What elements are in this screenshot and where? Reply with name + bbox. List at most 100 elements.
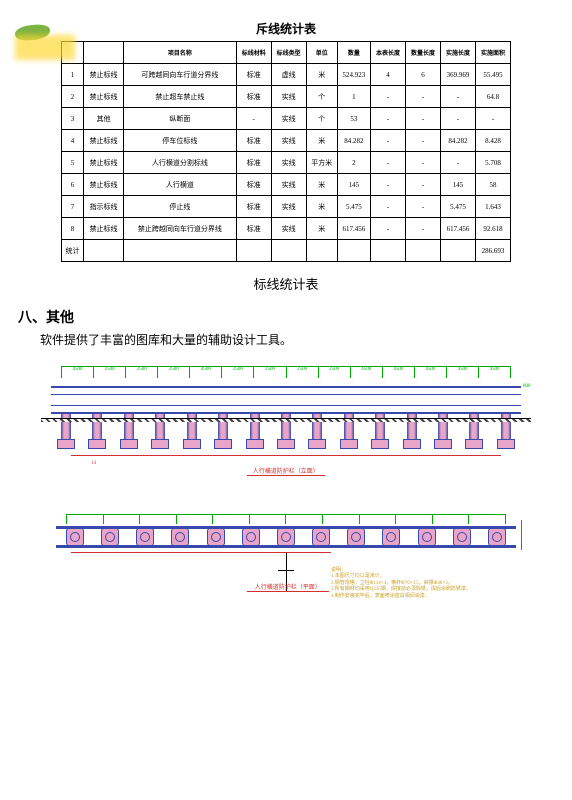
table-cell: 64.8 bbox=[475, 86, 510, 108]
table-cell: 米 bbox=[306, 64, 337, 86]
table-cell: - bbox=[371, 130, 406, 152]
table-cell: 4 bbox=[371, 64, 406, 86]
post-cap bbox=[488, 528, 506, 546]
table-cell: 2 bbox=[62, 86, 84, 108]
post-cap bbox=[453, 528, 471, 546]
table-cell: 5 bbox=[62, 152, 84, 174]
dim-label: 4500 bbox=[414, 366, 446, 378]
table-cell: 指示标线 bbox=[84, 196, 124, 218]
diagram1-title: 人行横道防护栏（立面） bbox=[247, 466, 325, 476]
table-cell: 禁止标线 bbox=[84, 152, 124, 174]
diagram-plan: 人行横道防护栏（平面） 说明：1.本图尺寸均以毫米计。2.钢管规格：立柱Φ114… bbox=[41, 490, 531, 600]
table-cell: - bbox=[371, 86, 406, 108]
dim-label bbox=[139, 514, 176, 524]
table-cell: 524.923 bbox=[337, 64, 370, 86]
table-cell: 禁止跨越同向车行道分界线 bbox=[124, 218, 237, 240]
post-cap bbox=[277, 528, 295, 546]
diagram-elevation: 4500250025002500450025002500250025004500… bbox=[41, 366, 531, 476]
table-row: 3其他纵断面-实线个53---- bbox=[62, 108, 511, 130]
diagram2-title: 人行横道防护栏（平面） bbox=[247, 582, 329, 592]
post-cap bbox=[136, 528, 154, 546]
table-cell: - bbox=[371, 152, 406, 174]
table-row: 5禁止标线人行横道分割标线标准实线平方米2---5.708 bbox=[62, 152, 511, 174]
table-cell: 标准 bbox=[236, 196, 271, 218]
column-header: 标线类型 bbox=[271, 42, 306, 64]
dim-label: 2500 bbox=[125, 366, 157, 378]
section-text: 软件提供了丰富的图库和大量的辅助设计工具。 bbox=[40, 331, 572, 348]
table-cell: 5.475 bbox=[337, 196, 370, 218]
red-annotation: 14 bbox=[91, 461, 96, 466]
column-header: 实施面积 bbox=[475, 42, 510, 64]
column-header: 项目名称 bbox=[124, 42, 237, 64]
table-cell: 2 bbox=[337, 152, 370, 174]
table-cell: 617.456 bbox=[337, 218, 370, 240]
table-cell: 人行横道 bbox=[124, 174, 237, 196]
table-cell: 实线 bbox=[271, 108, 306, 130]
table-cell: 禁止标线 bbox=[84, 86, 124, 108]
note-line: 4.制作安装完毕后，表面喷涂蓝白相间油漆。 bbox=[331, 594, 511, 601]
table-cell: - bbox=[406, 218, 441, 240]
table-cell: - bbox=[441, 86, 476, 108]
table-cell: - bbox=[475, 108, 510, 130]
table-cell: 米 bbox=[306, 174, 337, 196]
table-cell: - bbox=[406, 152, 441, 174]
footer-cell bbox=[236, 240, 271, 262]
table-cell: 实线 bbox=[271, 174, 306, 196]
table-cell: - bbox=[441, 108, 476, 130]
table-cell: 米 bbox=[306, 218, 337, 240]
post-cap bbox=[418, 528, 436, 546]
dim-label bbox=[66, 514, 103, 524]
table-cell: 纵断面 bbox=[124, 108, 237, 130]
post-cap bbox=[207, 528, 225, 546]
table-cell: 标准 bbox=[236, 174, 271, 196]
column-header: 数量长度 bbox=[406, 42, 441, 64]
table-cell: 实线 bbox=[271, 152, 306, 174]
table-cell: 禁止标线 bbox=[84, 64, 124, 86]
table-cell: - bbox=[441, 152, 476, 174]
footer-cell: 286.693 bbox=[475, 240, 510, 262]
dim-label: 4500 bbox=[61, 366, 93, 378]
post-cap bbox=[171, 528, 189, 546]
table-row: 8禁止标线禁止跨越同向车行道分界线标准实线米617.456--617.45692… bbox=[62, 218, 511, 240]
table-cell: 虚线 bbox=[271, 64, 306, 86]
footer-cell: 统计 bbox=[62, 240, 84, 262]
table-cell: 1 bbox=[337, 86, 370, 108]
dim-label bbox=[103, 514, 140, 524]
footer-cell bbox=[371, 240, 406, 262]
table-cell: 个 bbox=[306, 108, 337, 130]
dim-label: 4500 bbox=[350, 366, 382, 378]
dim-label: 4500 bbox=[382, 366, 414, 378]
table-cell: 停止线 bbox=[124, 196, 237, 218]
column-header: 标线材料 bbox=[236, 42, 271, 64]
table-cell: 8.428 bbox=[475, 130, 510, 152]
table-cell: 8 bbox=[62, 218, 84, 240]
table-cell: - bbox=[371, 218, 406, 240]
logo bbox=[15, 25, 85, 70]
column-header: 本表长度 bbox=[371, 42, 406, 64]
table-cell: 58 bbox=[475, 174, 510, 196]
table-cell: 个 bbox=[306, 86, 337, 108]
table-cell: 6 bbox=[406, 64, 441, 86]
dim-label bbox=[285, 514, 322, 524]
post-cap bbox=[101, 528, 119, 546]
post-cap bbox=[66, 528, 84, 546]
column-header: 单位 bbox=[306, 42, 337, 64]
table-cell: - bbox=[406, 196, 441, 218]
table-cell: 标准 bbox=[236, 218, 271, 240]
table-cell: 禁止标线 bbox=[84, 218, 124, 240]
table-cell: 禁止超车禁止线 bbox=[124, 86, 237, 108]
table-title-top: 斥线统计表 bbox=[0, 20, 572, 37]
dim-label: 2500 bbox=[253, 366, 285, 378]
dim-label: 2500 bbox=[286, 366, 318, 378]
table-cell: 617.456 bbox=[441, 218, 476, 240]
table-cell: 84.282 bbox=[337, 130, 370, 152]
table-cell: 实线 bbox=[271, 218, 306, 240]
table-cell: 145 bbox=[441, 174, 476, 196]
table-cell: 53 bbox=[337, 108, 370, 130]
table-cell: - bbox=[406, 108, 441, 130]
post-cap bbox=[382, 528, 400, 546]
table-row: 2禁止标线禁止超车禁止线标准实线个1---64.8 bbox=[62, 86, 511, 108]
dim-label: 2500 bbox=[93, 366, 125, 378]
footer-cell bbox=[306, 240, 337, 262]
table-cell: - bbox=[406, 174, 441, 196]
